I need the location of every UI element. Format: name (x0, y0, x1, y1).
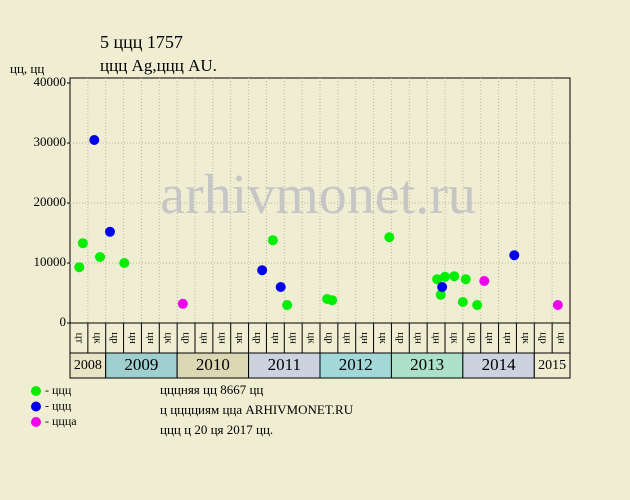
quarter-label: цк (91, 332, 103, 344)
y-tick-label: 40000 (34, 74, 67, 89)
quarter-label: цн (127, 332, 139, 344)
data-point (74, 262, 85, 273)
quarter-label: цн (288, 332, 300, 344)
watermark: arhivmonet.ru (160, 164, 476, 226)
quarter-label: цн (413, 332, 425, 344)
quarter-label: цн (359, 332, 371, 344)
chart-subtitle: ццц Ag,ццц AU. (100, 56, 217, 75)
data-point (282, 300, 293, 310)
year-label: 2013 (410, 355, 444, 374)
data-point (105, 226, 115, 237)
year-label: 2008 (74, 358, 102, 373)
quarter-label: цк (234, 332, 246, 344)
year-band (462, 352, 535, 379)
quarter-label: цр (323, 332, 335, 344)
quarter-label: цн (502, 332, 514, 344)
quarter-label: цр (252, 332, 264, 344)
y-axis-label: цц, цц (10, 61, 44, 76)
year-band (248, 352, 321, 379)
data-point (275, 282, 286, 292)
data-point (177, 298, 188, 309)
data-point (267, 235, 278, 246)
year-label: 2012 (339, 355, 373, 374)
data-point (432, 274, 443, 285)
data-point (119, 258, 130, 268)
quarter-label: цн (431, 332, 443, 344)
year-band (533, 352, 571, 379)
y-tick-label: 20000 (34, 194, 67, 209)
quarter-label: цк (377, 332, 389, 344)
legend-marker (31, 386, 41, 396)
data-point (479, 276, 490, 286)
y-tick-label: 30000 (34, 134, 67, 149)
note: ццц ц 20 ця 2017 цц. (160, 422, 273, 437)
data-point (437, 282, 448, 292)
data-point (449, 271, 460, 282)
year-label: 2014 (482, 355, 517, 374)
quarter-label: цр (181, 332, 193, 344)
data-point (552, 300, 563, 310)
data-point (509, 250, 520, 261)
quarter-label: цн (341, 332, 353, 344)
legend-label: - ццц (45, 383, 72, 397)
data-point (257, 265, 268, 276)
legend-label: - ццц (45, 398, 72, 412)
quarter-label: цр (109, 332, 121, 344)
y-tick-label: 10000 (34, 254, 67, 269)
quarter-label: цн (216, 332, 228, 344)
year-label: 2011 (268, 355, 301, 374)
quarter-label: цт (73, 333, 85, 344)
data-point (457, 297, 468, 307)
note: ц цццциям цца ARHIVMONET.RU (160, 402, 354, 417)
year-label: 2010 (196, 355, 230, 374)
quarter-label: цк (448, 332, 460, 344)
quarter-label: цн (270, 332, 282, 344)
data-point (435, 289, 446, 300)
data-point (89, 135, 100, 145)
legend-marker (31, 417, 41, 427)
legend-label: - ццца (45, 414, 77, 428)
quarter-label: цн (145, 332, 157, 344)
note: цццняя цц 8667 цц (160, 382, 263, 397)
quarter-label: цн (198, 332, 210, 344)
data-point (77, 238, 88, 249)
data-point (440, 271, 450, 282)
quarter-label: цн (484, 332, 496, 344)
data-point (472, 300, 483, 310)
chart-title: 5 ццц 1757 (100, 32, 183, 52)
quarter-label: цк (520, 332, 532, 344)
y-tick-label: 0 (60, 314, 67, 329)
quarter-label: цр (538, 332, 550, 344)
data-point (384, 232, 395, 243)
data-point (327, 295, 338, 306)
quarter-label: цн (556, 332, 568, 344)
quarter-label: цр (395, 332, 407, 344)
data-point (95, 252, 105, 262)
quarter-label: цк (306, 332, 318, 344)
quarter-label: цк (163, 332, 175, 344)
legend-marker (31, 401, 41, 412)
data-point (460, 274, 471, 285)
year-band (390, 352, 464, 379)
year-band (105, 352, 178, 379)
year-label: 2015 (538, 358, 566, 373)
year-label: 2009 (124, 355, 158, 374)
quarter-label: цр (466, 332, 478, 344)
